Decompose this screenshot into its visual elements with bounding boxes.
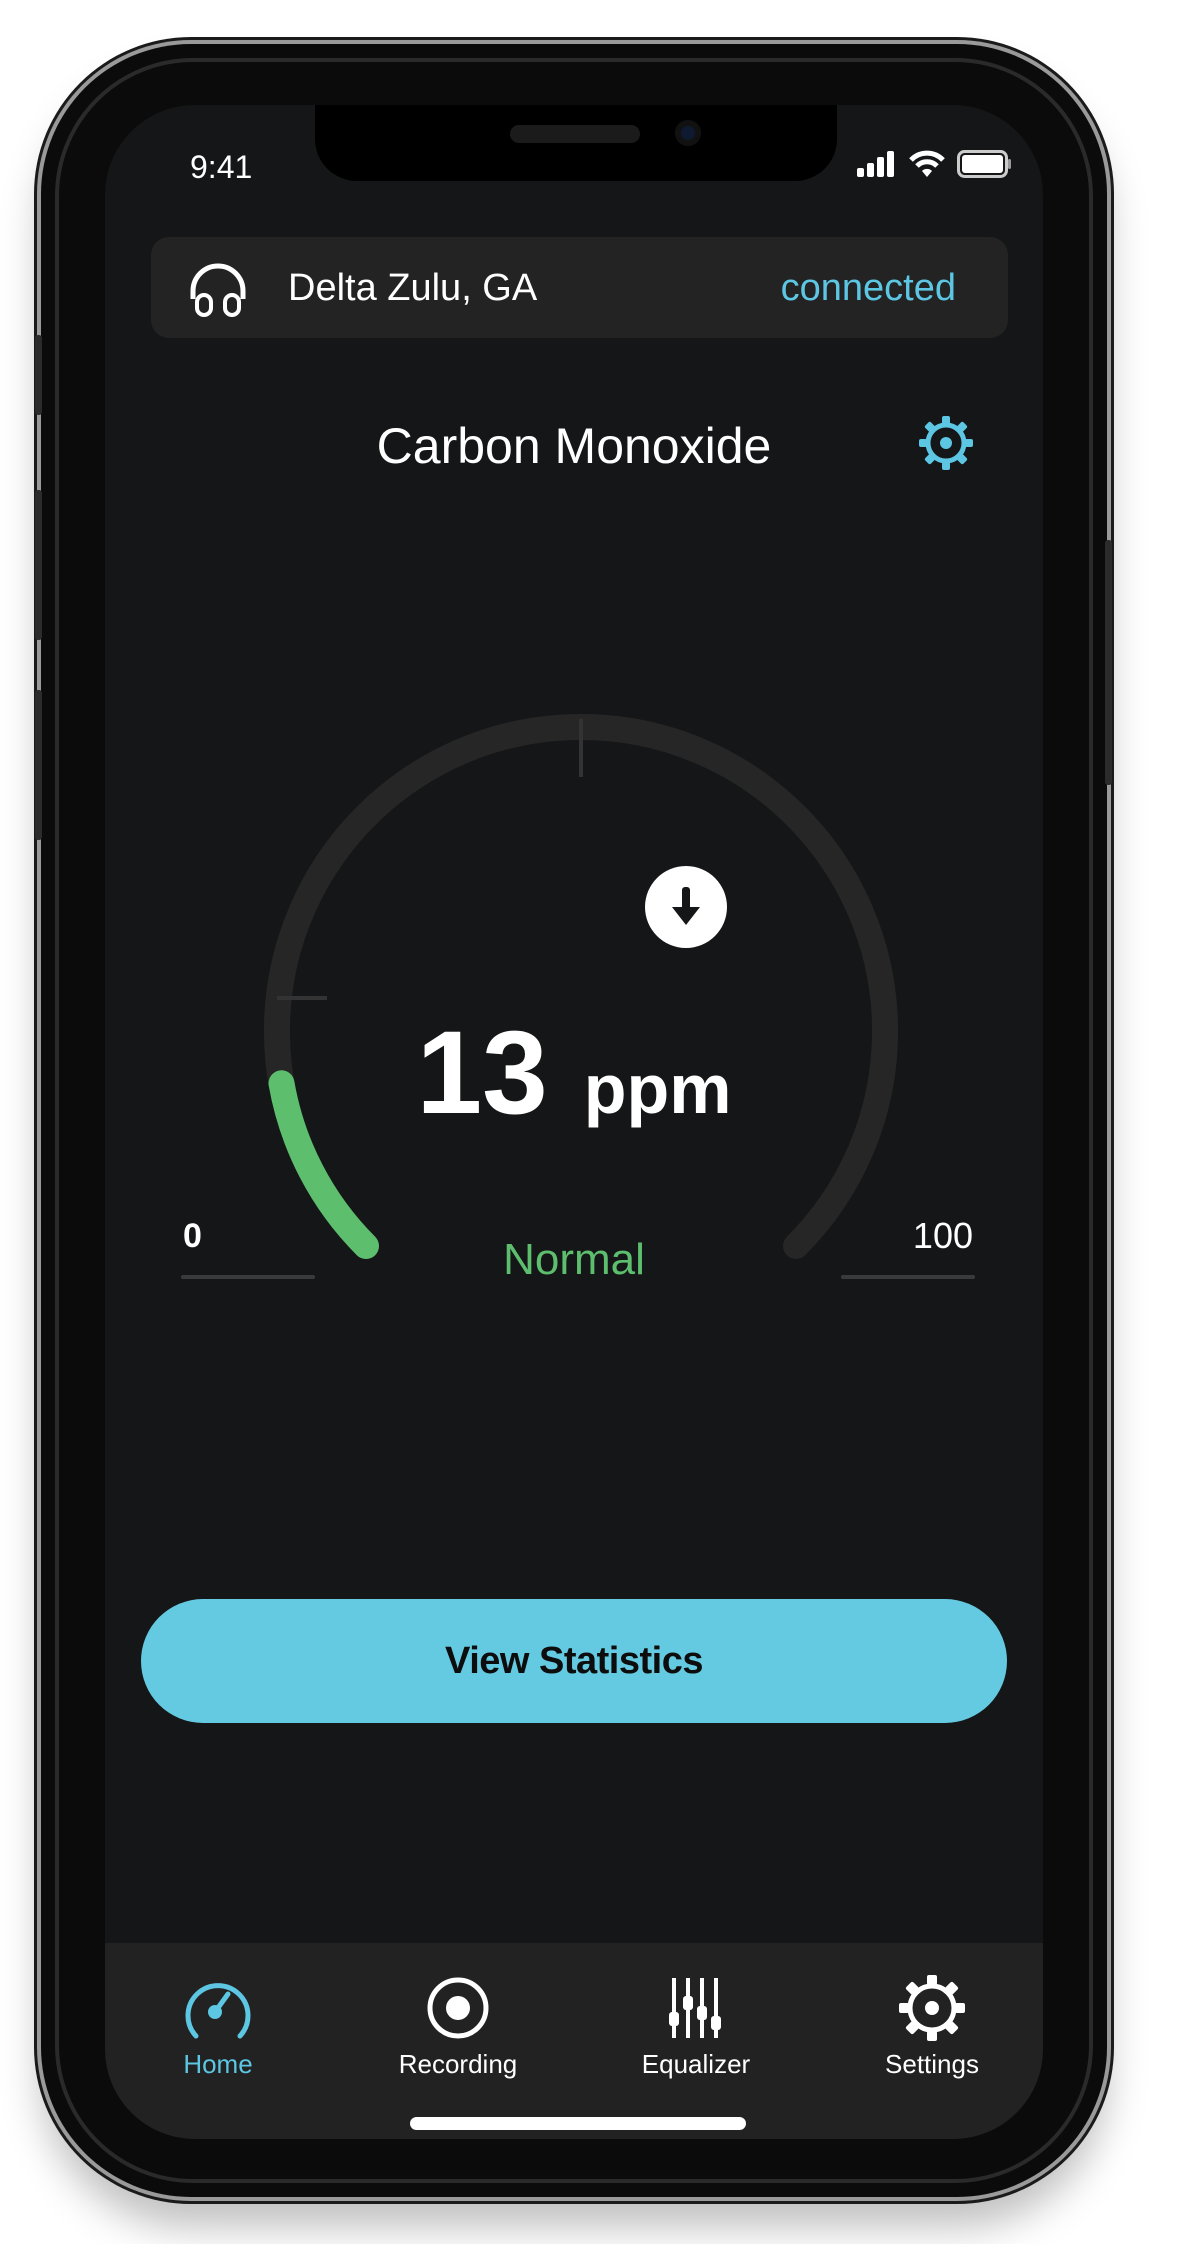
- connection-status: connected: [780, 267, 956, 309]
- status-icons: [857, 150, 1013, 178]
- cellular-signal-icon: [857, 151, 894, 177]
- trend-arrow-down-icon: [645, 866, 727, 948]
- volume-up-button: [35, 490, 42, 640]
- gauge-max-label: 100: [912, 1215, 973, 1256]
- volume-down-button: [35, 690, 42, 840]
- tab-label: Recording: [398, 2049, 518, 2079]
- headphones-icon: [190, 263, 246, 317]
- sensor-settings-gear-icon[interactable]: [918, 415, 974, 471]
- gauge-value-arc: [268, 1070, 379, 1259]
- speedometer-icon: [185, 1983, 251, 2039]
- equalizer-icon: [669, 1978, 721, 2038]
- tab-equalizer[interactable]: Equalizer: [596, 1973, 796, 2080]
- wifi-icon: [909, 150, 945, 177]
- tab-recording[interactable]: Recording: [358, 1973, 558, 2080]
- battery-icon: [957, 150, 1011, 178]
- reading-unit: ppm: [583, 1050, 732, 1128]
- app-screen: 9:41 Delta Zulu, GA connected Carbon Mon…: [105, 105, 1043, 2139]
- co-reading: 13 ppm: [105, 1005, 1043, 1141]
- co-gauge: [264, 714, 898, 1259]
- phone-bezel: [55, 58, 1093, 2183]
- record-icon: [427, 1977, 489, 2039]
- speaker-grille: [510, 125, 640, 143]
- tab-home[interactable]: Home: [118, 1973, 318, 2080]
- gauge-min-underline: [181, 1275, 315, 1279]
- front-camera: [675, 120, 701, 146]
- air-quality-status: Normal: [503, 1235, 645, 1284]
- status-time: 9:41: [190, 149, 253, 185]
- home-indicator[interactable]: [410, 2117, 746, 2130]
- tab-label: Settings: [885, 2049, 979, 2079]
- sensor-title: Carbon Monoxide: [376, 418, 772, 474]
- gauge-min-label: 0: [183, 1217, 202, 1255]
- gauge-max-underline: [841, 1275, 975, 1279]
- gauge-track: [264, 714, 898, 1259]
- gear-icon: [899, 1975, 965, 2041]
- tab-bar: Home Recording Equalizer Settings: [105, 1943, 1043, 2139]
- tab-label: Equalizer: [641, 2049, 751, 2079]
- view-statistics-button[interactable]: View Statistics: [141, 1599, 1007, 1723]
- power-button: [1105, 540, 1112, 785]
- notch: [315, 105, 837, 181]
- device-name: Delta Zulu, GA: [288, 267, 538, 309]
- device-connection-card[interactable]: Delta Zulu, GA connected: [151, 237, 1008, 338]
- mute-switch: [35, 335, 42, 415]
- reading-value: 13: [416, 1007, 548, 1139]
- tab-label: Home: [183, 2049, 253, 2079]
- tab-settings[interactable]: Settings: [832, 1973, 1032, 2080]
